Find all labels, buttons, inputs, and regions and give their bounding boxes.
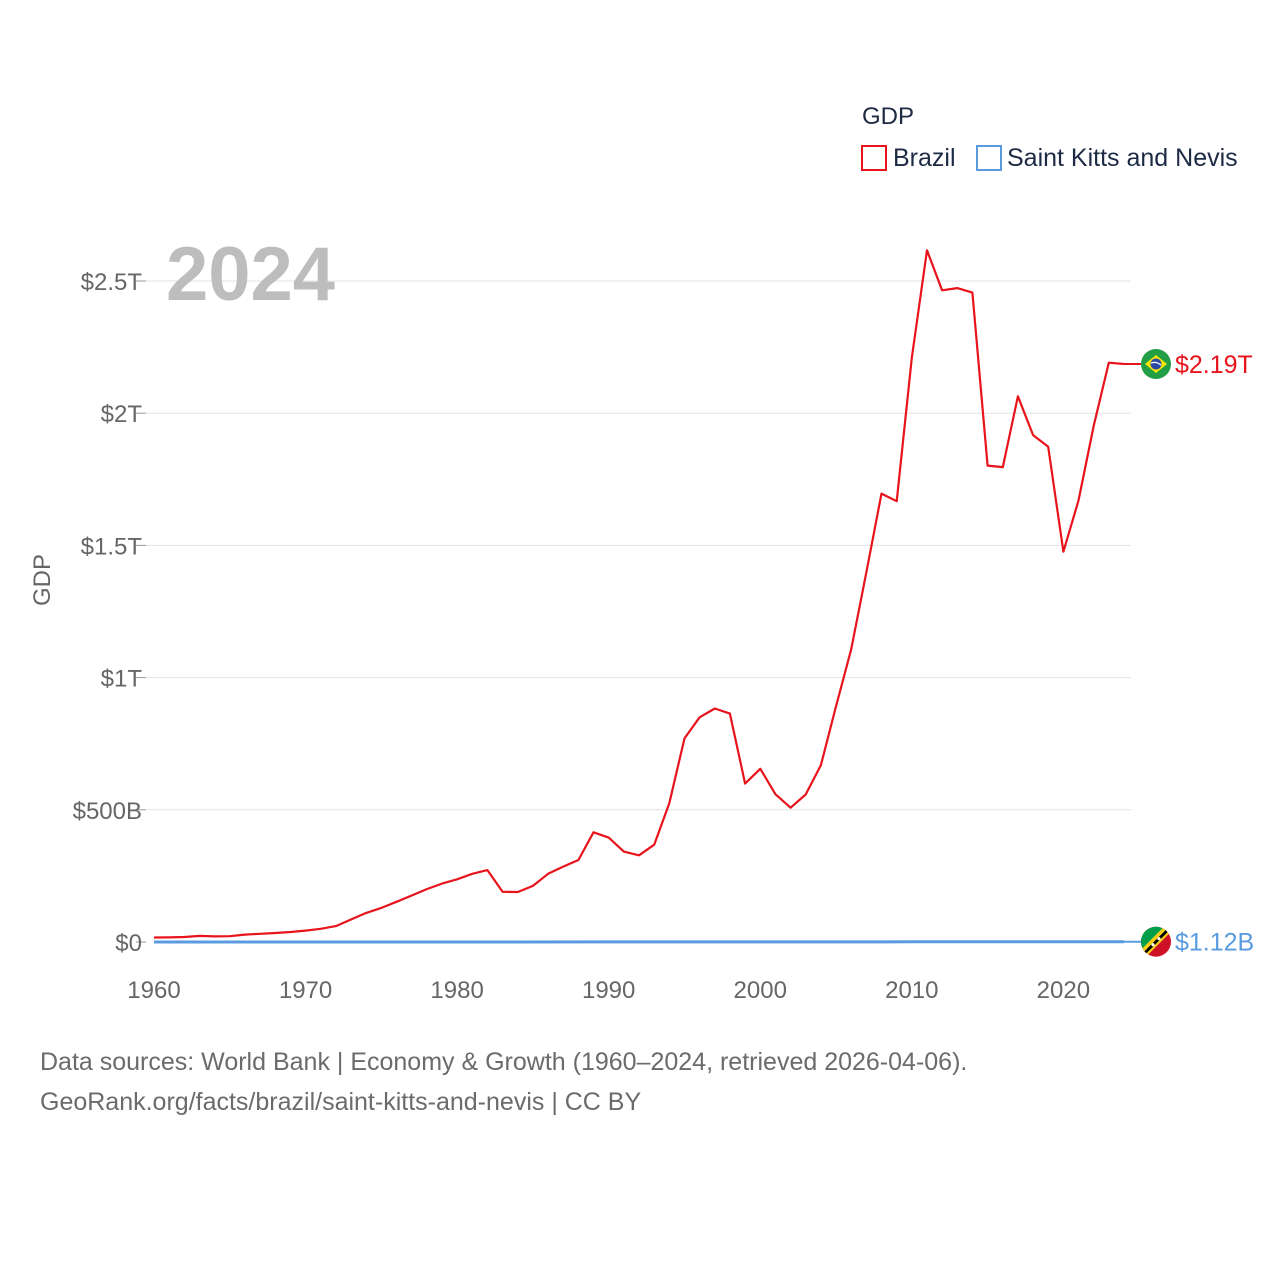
legend-label-brazil: Brazil [893, 144, 956, 172]
y-axis-title: GDP [29, 554, 56, 606]
y-tick-label: $0 [115, 930, 142, 957]
gridlines [146, 280, 1131, 811]
source-note: Data sources: World Bank | Economy & Gro… [40, 1042, 967, 1122]
x-tick-label: 2010 [885, 977, 938, 1004]
y-tick-label: $500B [73, 798, 142, 825]
y-tick-label: $2.5T [81, 269, 143, 296]
x-tick-label: 2000 [734, 977, 787, 1004]
y-tick-label: $2T [101, 401, 143, 428]
credit-link[interactable]: GeoRank.org/facts/brazil/saint-kitts-and… [40, 1088, 642, 1116]
legend: GDP Brazil Saint Kitts and Nevis [861, 103, 1238, 172]
x-tick-label: 1970 [279, 977, 332, 1004]
y-axis-ticks: $0 $500B $1T $1.5T $2T $2.5T [73, 269, 146, 957]
x-tick-label: 1980 [430, 977, 483, 1004]
brazil-flag-icon [1141, 349, 1171, 380]
legend-item-brazil[interactable]: Brazil [861, 144, 956, 172]
brazil-end-marker[interactable]: $2.19T [1124, 349, 1253, 380]
saint-kitts-and-nevis-end-marker[interactable]: $1.12B [1124, 926, 1254, 958]
x-tick-label: 2020 [1037, 977, 1090, 1004]
legend-swatch-brazil [861, 145, 887, 171]
saint-kitts-and-nevis-flag-icon [1141, 926, 1171, 957]
series-lines [153, 249, 1125, 944]
legend-title: GDP [862, 103, 914, 130]
x-tick-label: 1990 [582, 977, 635, 1004]
x-axis-ticks: 1960 1970 1980 1990 2000 2010 2020 [127, 977, 1090, 1004]
data-sources-text: Data sources: World Bank | Economy & Gro… [40, 1048, 968, 1076]
series-line-brazil[interactable] [153, 249, 1125, 939]
saint-kitts-and-nevis-end-label: $1.12B [1175, 929, 1254, 957]
legend-item-saint-kitts-and-nevis[interactable]: Saint Kitts and Nevis [976, 144, 1238, 172]
x-tick-label: 1960 [127, 977, 180, 1004]
y-tick-label: $1.5T [81, 533, 143, 560]
year-label: 2024 [166, 232, 335, 317]
brazil-end-label: $2.19T [1175, 351, 1253, 379]
legend-label-saint-kitts-and-nevis: Saint Kitts and Nevis [1007, 144, 1238, 172]
y-tick-label: $1T [101, 666, 143, 693]
legend-swatch-saint-kitts-and-nevis [976, 145, 1002, 171]
